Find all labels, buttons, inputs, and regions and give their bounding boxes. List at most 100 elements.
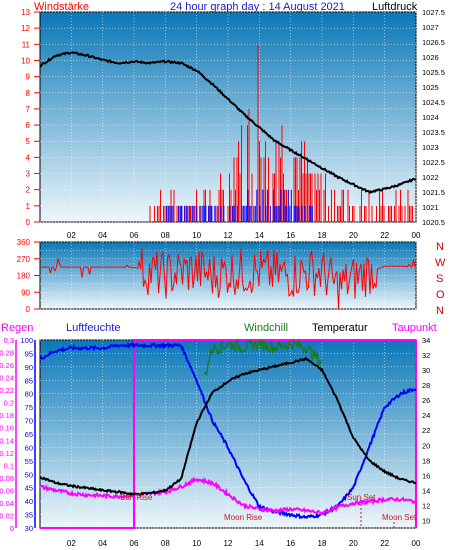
- humidity-tick-label: 80: [25, 390, 33, 399]
- regen-tick-label: 0.08: [0, 474, 14, 483]
- left-tick-label: 1: [26, 202, 31, 211]
- temperature-tick-label: 30: [422, 366, 430, 375]
- x-tick-label: 16: [286, 539, 295, 548]
- x-tick-label: 00: [412, 231, 421, 240]
- compass-n-bottom: N: [436, 305, 444, 317]
- right-tick-label: 1025: [422, 83, 439, 92]
- temperature-tick-label: 26: [422, 396, 430, 405]
- x-tick-label: 20: [349, 539, 358, 548]
- luftfeuchte-label: Luftfeuchte: [66, 322, 120, 334]
- wind-pressure-series: [39, 44, 417, 222]
- x-tick-label: 18: [318, 231, 327, 240]
- regen-tick-label: 0.14: [0, 436, 14, 445]
- x-tick-label: 18: [318, 539, 327, 548]
- regen-tick-label: 0: [10, 524, 14, 533]
- left-tick-label: 5: [26, 137, 31, 146]
- right-tick-label: 1022.5: [422, 158, 445, 167]
- wind-pressure-ticks: 0123456789101112131020.510211021.5102210…: [21, 8, 445, 240]
- chart-title: 24 hour graph day : 14 August 2021: [170, 1, 345, 13]
- right-tick-label: 1027: [422, 23, 439, 32]
- direction-tick-label: 270: [17, 255, 31, 264]
- regen-line: [40, 339, 416, 529]
- left-tick-label: 3: [26, 170, 31, 179]
- x-tick-label: 02: [67, 231, 76, 240]
- right-tick-label: 1024.5: [422, 98, 445, 107]
- left-tick-label: 4: [26, 153, 31, 162]
- right-tick-label: 1026.5: [422, 38, 445, 47]
- humidity-tick-label: 70: [25, 417, 33, 426]
- windstaerke-label: Windstärke: [34, 1, 89, 13]
- x-tick-label: 04: [98, 539, 107, 548]
- x-tick-label: 12: [224, 539, 233, 548]
- x-tick-label: 08: [161, 539, 170, 548]
- direction-tick-label: 0: [26, 305, 31, 314]
- temperature-series: [39, 338, 417, 529]
- temperature-tick-label: 10: [422, 516, 430, 525]
- left-tick-label: 7: [26, 105, 31, 114]
- left-tick-label: 10: [21, 56, 30, 65]
- temperature-tick-label: 32: [422, 351, 430, 360]
- humidity-tick-label: 65: [25, 430, 33, 439]
- right-tick-label: 1022: [422, 173, 439, 182]
- x-tick-label: 10: [192, 539, 201, 548]
- moon-rise-label: Moon Rise: [224, 513, 263, 522]
- wind-direction-series: [40, 248, 416, 310]
- humidity-tick-label: 55: [25, 457, 33, 466]
- temperature-tick-label: 18: [422, 456, 430, 465]
- humidity-tick-label: 30: [25, 524, 33, 533]
- humidity-tick-label: 40: [25, 497, 33, 506]
- wind-direction-line: [40, 248, 416, 310]
- sun-set-label: Sun Set: [347, 493, 376, 502]
- right-tick-label: 1023: [422, 143, 439, 152]
- x-tick-label: 10: [192, 231, 201, 240]
- compass-w: W: [435, 257, 446, 269]
- x-tick-label: 08: [161, 231, 170, 240]
- humidity-tick-label: 45: [25, 484, 33, 493]
- sun-rise-label: Sun Rise: [120, 493, 153, 502]
- humidity-line: [39, 341, 417, 520]
- left-tick-label: 13: [21, 8, 30, 17]
- regen-tick-label: 0.24: [0, 374, 14, 383]
- taupunkt-label: Taupunkt: [392, 322, 437, 334]
- compass-n-top: N: [436, 241, 444, 253]
- direction-tick-label: 180: [17, 272, 31, 281]
- right-tick-label: 1021: [422, 203, 439, 212]
- right-tick-label: 1026: [422, 53, 439, 62]
- regen-tick-label: 0.18: [0, 411, 14, 420]
- moon-set-label: Moon Set: [382, 513, 417, 522]
- temperature-tick-label: 28: [422, 381, 430, 390]
- temperature-ticks: 0 0.02 0.04 0.06 0.08 0.1 0.12 0.14 0.16 0.18 0.2 0…: [0, 336, 430, 548]
- compass-o: O: [436, 289, 445, 301]
- x-tick-label: 16: [286, 231, 295, 240]
- temperature-tick-label: 12: [422, 501, 430, 510]
- right-tick-label: 1025.5: [422, 68, 445, 77]
- left-tick-label: 6: [26, 121, 31, 130]
- left-tick-label: 8: [26, 89, 31, 98]
- windchill-label: Windchill: [244, 322, 288, 334]
- left-tick-label: 9: [26, 73, 31, 82]
- compass-s: S: [436, 273, 443, 285]
- temperatur-label: Temperatur: [312, 322, 368, 334]
- humidity-tick-label: 95: [25, 349, 33, 358]
- x-tick-label: 14: [255, 539, 264, 548]
- regen-tick-label: 0.3: [4, 336, 14, 345]
- regen-tick-label: 0.02: [0, 511, 14, 520]
- humidity-tick-label: 60: [25, 443, 33, 452]
- humidity-tick-label: 75: [25, 403, 33, 412]
- temperature-tick-label: 24: [422, 411, 430, 420]
- pressure-line: [39, 51, 417, 195]
- left-tick-label: 0: [26, 218, 31, 227]
- wind-direction-ticks: 0 90 180 270 360: [17, 238, 40, 314]
- temperature-tick-label: 20: [422, 441, 430, 450]
- humidity-tick-label: 100: [20, 336, 33, 345]
- windchill-line: [203, 338, 323, 377]
- x-tick-label: 12: [224, 231, 233, 240]
- right-tick-label: 1027.5: [422, 8, 445, 17]
- left-tick-label: 11: [22, 40, 31, 49]
- x-tick-label: 22: [380, 539, 389, 548]
- temperature-line: [39, 356, 417, 496]
- x-tick-label: 06: [130, 539, 139, 548]
- direction-tick-label: 360: [17, 238, 31, 247]
- regen-tick-label: 0.06: [0, 486, 14, 495]
